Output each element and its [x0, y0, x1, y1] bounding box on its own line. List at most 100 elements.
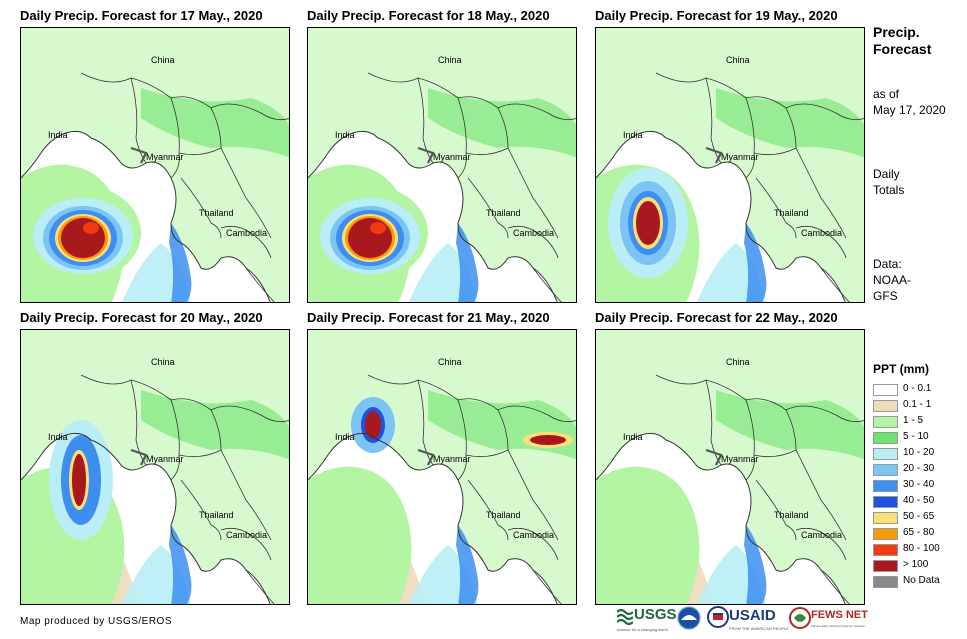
legend-item: 1 - 5 — [873, 414, 965, 430]
precip-map — [21, 330, 289, 604]
legend-swatch — [873, 544, 898, 556]
place-label-thailand: Thailand — [486, 208, 521, 218]
place-label-cambodia: Cambodia — [801, 228, 843, 238]
place-label-myanmar: Myanmar — [433, 454, 471, 464]
legend-label: 0.1 - 1 — [903, 399, 932, 410]
noaa-emblem-icon — [677, 606, 701, 630]
panel-title: Daily Precip. Forecast for 21 May., 2020 — [307, 310, 550, 325]
usaid-wordmark: USAID — [729, 607, 776, 624]
usaid-seal-icon — [707, 606, 729, 628]
place-label-thailand: Thailand — [199, 208, 234, 218]
usgs-logo: USGS science for a changing world — [617, 606, 677, 634]
fewsnet-globe-icon — [789, 607, 811, 629]
legend-label: 30 - 40 — [903, 479, 935, 490]
usgs-wave-icon — [617, 608, 633, 626]
legend-item: 50 - 65 — [873, 510, 965, 526]
legend-item: 40 - 50 — [873, 494, 965, 510]
place-label-india: India — [335, 130, 355, 140]
panel-title: Daily Precip. Forecast for 20 May., 2020 — [20, 310, 263, 325]
legend-label: 20 - 30 — [903, 463, 935, 474]
forecast-panel: Daily Precip. Forecast for 21 May., 2020… — [307, 309, 577, 605]
legend-item: > 100 — [873, 558, 965, 574]
daily-totals-label: Daily Totals — [873, 167, 905, 197]
usaid-seal — [707, 606, 729, 634]
precip-map — [308, 330, 576, 604]
place-label-india: India — [335, 432, 355, 442]
legend-title: PPT (mm) — [873, 362, 930, 376]
legend-swatch — [873, 576, 898, 588]
legend-label: 50 - 65 — [903, 511, 935, 522]
place-label-china: China — [438, 357, 462, 367]
usaid-tagline: FROM THE AMERICAN PEOPLE — [729, 626, 789, 631]
legend-swatch — [873, 512, 898, 524]
data-source: NOAA-GFS — [873, 273, 912, 303]
place-label-china: China — [151, 357, 175, 367]
place-label-china: China — [726, 55, 750, 65]
panel-title: Daily Precip. Forecast for 17 May., 2020 — [20, 8, 263, 23]
place-label-china: China — [438, 55, 462, 65]
place-label-myanmar: Myanmar — [721, 454, 759, 464]
legend-label: > 100 — [903, 559, 929, 570]
legend-swatch — [873, 464, 898, 476]
map-frame: China India Myanmar Thailand Cambodia — [20, 27, 290, 303]
map-frame: China India Myanmar Thailand Cambodia — [595, 329, 865, 605]
as-of-label: as of — [873, 87, 900, 101]
legend-swatch — [873, 448, 898, 460]
precip-map — [596, 28, 864, 302]
forecast-panel: Daily Precip. Forecast for 22 May., 2020… — [595, 309, 865, 605]
fewsnet-logo: FEWS NET Famine Early Warning Systems Ne… — [789, 606, 868, 634]
legend-label: 0 - 0.1 — [903, 383, 932, 394]
legend-label: 10 - 20 — [903, 447, 935, 458]
legend-swatch — [873, 416, 898, 428]
place-label-thailand: Thailand — [199, 510, 234, 520]
panel-title: Daily Precip. Forecast for 22 May., 2020 — [595, 310, 838, 325]
forecast-panel: Daily Precip. Forecast for 19 May., 2020… — [595, 7, 865, 303]
place-label-india: India — [623, 130, 643, 140]
sidebar: Precip. Forecast as of May 17, 2020 Dail… — [873, 0, 967, 639]
legend: 0 - 0.1 0.1 - 1 1 - 5 5 - 10 10 - 20 20 - 30 3… — [873, 382, 965, 590]
forecast-panel: Daily Precip. Forecast for 20 May., 2020… — [20, 309, 290, 605]
usgs-wordmark: USGS — [634, 606, 677, 623]
legend-swatch — [873, 400, 898, 412]
place-label-cambodia: Cambodia — [513, 530, 555, 540]
data-label: Data: — [873, 257, 902, 271]
place-label-china: China — [151, 55, 175, 65]
legend-swatch — [873, 384, 898, 396]
place-label-india: India — [48, 130, 68, 140]
legend-item: 80 - 100 — [873, 542, 965, 558]
precip-map — [308, 28, 576, 302]
usaid-logo: USAID FROM THE AMERICAN PEOPLE — [729, 606, 789, 634]
legend-swatch — [873, 480, 898, 492]
legend-item: 10 - 20 — [873, 446, 965, 462]
place-label-myanmar: Myanmar — [721, 152, 759, 162]
legend-swatch — [873, 528, 898, 540]
legend-item: 0.1 - 1 — [873, 398, 965, 414]
fewsnet-tagline: Famine Early Warning Systems Network — [811, 624, 865, 628]
logo-strip: USGS science for a changing world USAID … — [617, 606, 868, 634]
map-credit: Map produced by USGS/EROS — [20, 616, 173, 627]
legend-label: 5 - 10 — [903, 431, 929, 442]
fewsnet-wordmark: FEWS NET — [811, 609, 868, 621]
legend-item: No Data — [873, 574, 965, 590]
legend-item: 30 - 40 — [873, 478, 965, 494]
place-label-india: India — [623, 432, 643, 442]
legend-swatch — [873, 496, 898, 508]
sidebar-title: Precip. Forecast — [873, 24, 932, 57]
place-label-thailand: Thailand — [486, 510, 521, 520]
legend-label: 40 - 50 — [903, 495, 935, 506]
place-label-cambodia: Cambodia — [513, 228, 555, 238]
precip-map — [596, 330, 864, 604]
map-frame: China India Myanmar Thailand Cambodia — [307, 27, 577, 303]
place-label-cambodia: Cambodia — [801, 530, 843, 540]
panel-title: Daily Precip. Forecast for 19 May., 2020 — [595, 8, 838, 23]
map-frame: China India Myanmar Thailand Cambodia — [307, 329, 577, 605]
place-label-india: India — [48, 432, 68, 442]
panel-title: Daily Precip. Forecast for 18 May., 2020 — [307, 8, 550, 23]
place-label-cambodia: Cambodia — [226, 530, 268, 540]
legend-label: No Data — [903, 575, 940, 586]
legend-item: 65 - 80 — [873, 526, 965, 542]
place-label-myanmar: Myanmar — [146, 152, 184, 162]
place-label-myanmar: Myanmar — [433, 152, 471, 162]
legend-label: 65 - 80 — [903, 527, 935, 538]
legend-swatch — [873, 560, 898, 572]
